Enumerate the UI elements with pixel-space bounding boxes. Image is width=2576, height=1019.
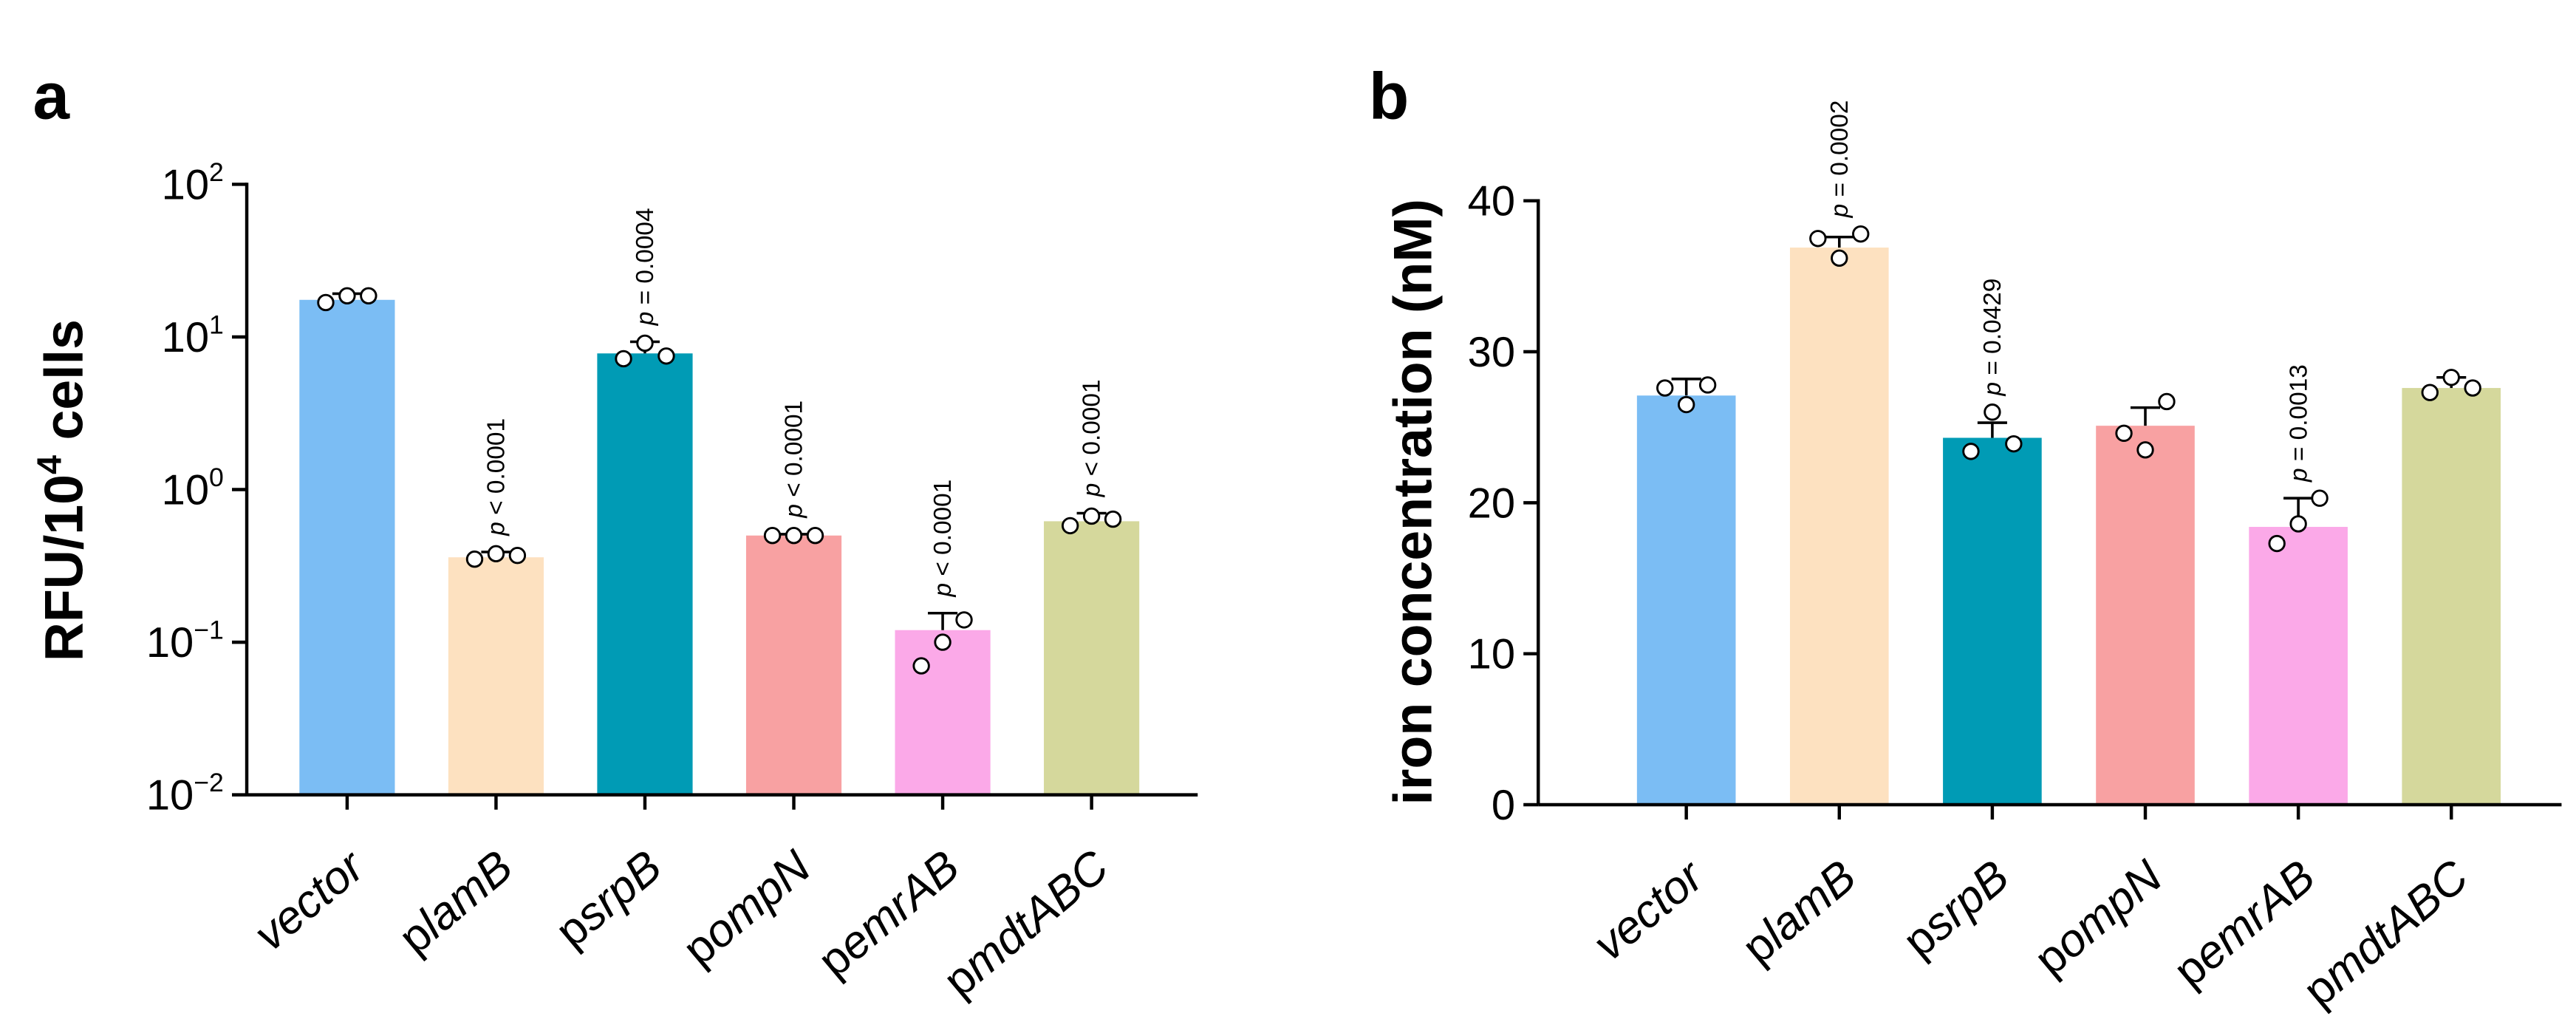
data-point [2158, 392, 2176, 411]
data-point [636, 334, 654, 352]
data-point [2268, 534, 2286, 553]
data-point [2289, 515, 2307, 533]
data-point [934, 633, 952, 651]
data-point [955, 611, 973, 629]
x-tick-label: pmdtABC [2294, 851, 2478, 1017]
data-point [338, 287, 356, 305]
data-point [615, 350, 632, 368]
data-point [1984, 403, 2001, 421]
data-point [1677, 395, 1695, 414]
data-point [1852, 225, 1870, 243]
data-point [360, 287, 377, 305]
bar [1636, 395, 1736, 805]
data-point [2311, 489, 2329, 507]
p-value-label: p = 0.0013 [2285, 364, 2312, 483]
y-tick-label: 10−1 [146, 616, 224, 667]
y-axis-label: RFU/104 cells [30, 319, 94, 661]
data-point [912, 657, 930, 675]
data-point [1698, 376, 1717, 394]
data-point [2136, 441, 2154, 459]
y-tick-label: 40 [1468, 178, 1515, 225]
x-tick-label: pompN [674, 841, 821, 976]
data-point [508, 547, 527, 565]
x-tick-label: psrpB [547, 841, 672, 958]
data-point [2464, 379, 2481, 397]
panel-a: a p < 0.0001 p = 0.0004 p < 0.0001 p < 0.000… [30, 58, 1198, 1007]
p-value-label: p = 0.0002 [1826, 100, 1854, 219]
data-point [1809, 230, 1827, 248]
x-tick-label: pompN [2025, 851, 2172, 986]
y-tick-label: 10−2 [146, 768, 224, 819]
y-tick-label: 10 [1468, 631, 1515, 678]
data-point [1061, 517, 1079, 535]
panel-label: a [33, 58, 71, 132]
bar [1943, 437, 2042, 805]
bar [2249, 527, 2348, 805]
bar [448, 557, 544, 795]
data-point [317, 293, 335, 312]
data-point [657, 347, 675, 365]
bar [1789, 248, 1889, 805]
bar [895, 630, 991, 795]
bar [2402, 388, 2501, 805]
x-tick-label: psrpB [1893, 851, 2018, 968]
data-point [2005, 434, 2023, 453]
data-point [465, 551, 484, 568]
panel-label: b [1369, 58, 1409, 132]
data-point [1656, 379, 1674, 397]
x-tick-label: plamB [1733, 851, 1866, 974]
x-tick-label: pmdtABC [935, 841, 1118, 1007]
data-point [2442, 369, 2460, 386]
y-axis-label: iron concentration (nM) [1381, 199, 1443, 805]
data-point [1104, 510, 1122, 528]
data-point [1831, 249, 1848, 267]
p-value-label: p < 0.0001 [483, 418, 510, 536]
y-tick-label: 102 [162, 157, 224, 208]
x-tick-label: plamB [389, 841, 522, 964]
x-tick-label: vector [1584, 850, 1714, 970]
panel-b: b p = 0.0002 p = 0.0429 p = 0.0013 0 10 20 30 40… [1369, 58, 2562, 1017]
p-value-label: p = 0.0004 [632, 208, 659, 326]
y-tick-label: 101 [162, 310, 224, 361]
data-point [487, 545, 505, 563]
y-tick-label: 20 [1468, 480, 1515, 527]
data-point [785, 527, 803, 545]
p-value-label: p < 0.0001 [929, 480, 957, 598]
bar [2096, 426, 2195, 805]
data-point [1962, 443, 1980, 460]
y-tick-label: 0 [1492, 782, 1515, 829]
bar [1044, 521, 1140, 795]
data-point [763, 527, 782, 545]
data-point [2421, 384, 2439, 401]
x-tick-label: vector [245, 840, 375, 961]
p-value-label: p < 0.0001 [781, 401, 808, 519]
bar [745, 535, 842, 795]
data-point [1082, 507, 1101, 525]
y-tick-label: 30 [1468, 329, 1515, 376]
p-value-label: p = 0.0429 [1979, 279, 2006, 397]
data-point [2115, 424, 2133, 443]
bar [299, 299, 395, 795]
p-value-label: p < 0.0001 [1079, 379, 1106, 497]
data-point [806, 527, 824, 545]
y-tick-label: 100 [162, 463, 224, 514]
bar [597, 353, 693, 795]
